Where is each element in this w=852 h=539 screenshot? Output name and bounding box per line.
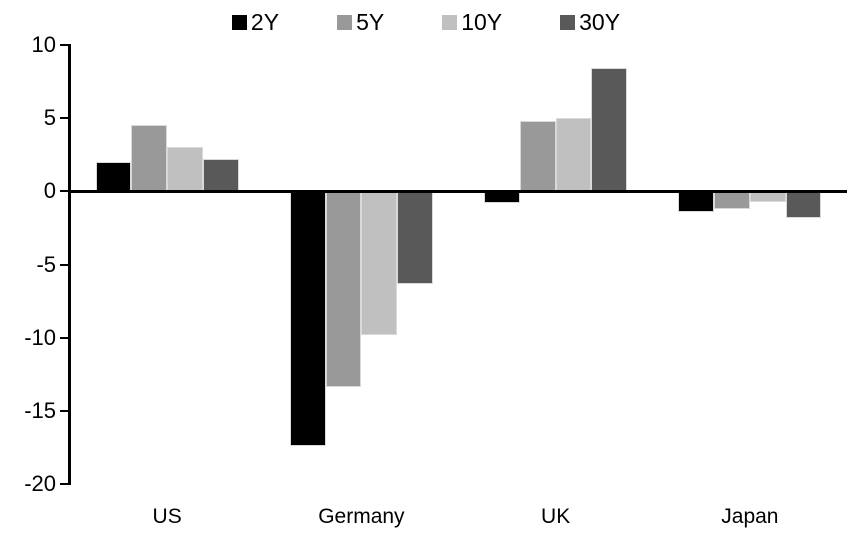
chart-legend: 2Y 5Y 10Y 30Y	[0, 11, 852, 34]
legend-swatch-5y	[337, 15, 353, 30]
legend-swatch-30y	[560, 15, 576, 30]
legend-item-30y: 30Y	[560, 11, 620, 34]
y-axis-line	[68, 44, 71, 485]
y-tick-label: 10	[31, 32, 56, 57]
x-label-japan: Japan	[721, 505, 779, 528]
x-label-us: US	[152, 505, 182, 528]
bar-us-10y	[167, 147, 203, 192]
bar-germany-30y	[397, 191, 433, 284]
y-tick-label: -5	[36, 251, 56, 277]
bar-germany-10y	[361, 191, 398, 335]
bar-japan-10y	[749, 191, 786, 202]
x-label-uk: UK	[541, 505, 571, 528]
y-tick	[60, 409, 68, 412]
y-tick	[60, 263, 68, 266]
legend-label: 10Y	[461, 9, 503, 35]
y-tick-label: -15	[24, 397, 56, 423]
y-tick	[60, 336, 68, 339]
bar-japan-30y	[785, 191, 822, 218]
bar-us-5y	[131, 125, 168, 192]
y-tick-label: 0	[43, 178, 56, 204]
legend-item-10y: 10Y	[442, 11, 502, 34]
bar-uk-10y	[555, 118, 592, 192]
bar-uk-5y	[519, 121, 556, 192]
y-tick	[60, 44, 68, 46]
zero-baseline	[68, 189, 847, 193]
y-tick	[60, 117, 68, 120]
bar-uk-2y	[484, 191, 520, 204]
bar-us-2y	[95, 162, 132, 192]
legend-label: 5Y	[356, 9, 385, 35]
y-tick-label: -10	[24, 324, 56, 350]
y-tick-label: 5	[43, 105, 56, 131]
y-tick	[60, 483, 68, 485]
bar-uk-30y	[591, 68, 628, 192]
bar-germany-5y	[325, 191, 362, 388]
legend-label: 2Y	[250, 9, 280, 35]
x-label-germany: Germany	[318, 505, 405, 528]
legend-item-2y: 2Y	[231, 9, 280, 35]
legend-label: 30Y	[579, 9, 621, 35]
bar-japan-5y	[714, 191, 750, 209]
legend-item-5y: 5Y	[337, 11, 384, 34]
bar-germany-2y	[289, 191, 326, 446]
y-tick-label: -20	[24, 471, 56, 496]
bar-us-30y	[202, 159, 239, 192]
bar-japan-2y	[678, 191, 715, 212]
legend-swatch-2y	[231, 15, 247, 30]
y-tick	[60, 190, 68, 193]
legend-swatch-10y	[442, 15, 458, 30]
